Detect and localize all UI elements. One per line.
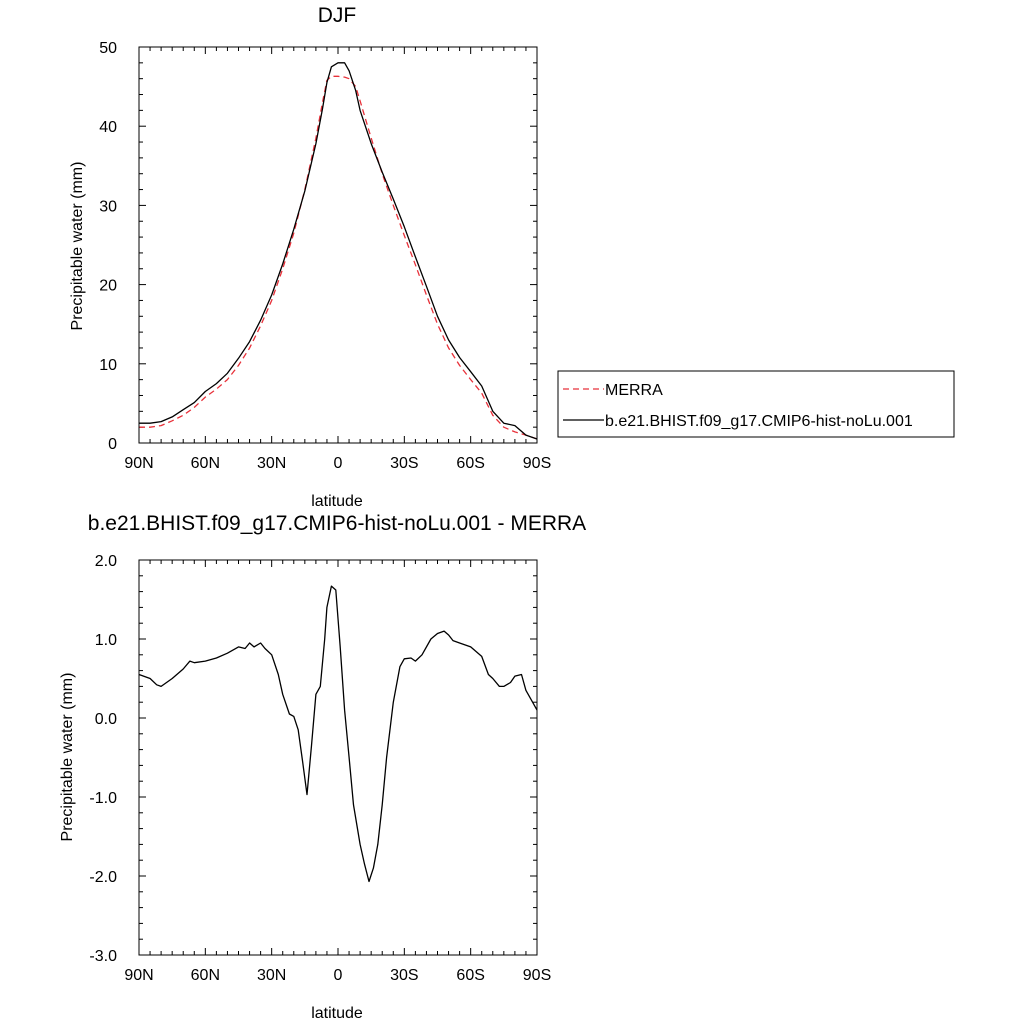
- top-chart-y-tick-label: 40: [99, 119, 117, 136]
- bottom-chart-series-line-0: [138, 585, 538, 883]
- top-chart-ticks: 90N 60N 30N 0 30S 60S 90S 0 10 20 30 40 50: [99, 40, 551, 472]
- bottom-chart-title: b.e21.BHIST.f09_g17.CMIP6-hist-noLu.001 …: [88, 512, 586, 535]
- bottom-chart-x-tick-label: 90S: [523, 967, 551, 984]
- top-chart-x-axis-label: latitude: [311, 493, 363, 510]
- top-chart-frame: [138, 46, 538, 444]
- bottom-chart-x-tick-label: 60N: [191, 967, 220, 984]
- top-chart-title: DJF: [318, 4, 357, 27]
- bottom-chart-y-tick-label: -3.0: [89, 948, 117, 965]
- bottom-chart-series: [138, 585, 538, 883]
- top-chart-x-tick-label: 0: [334, 455, 343, 472]
- top-chart-y-tick-label: 0: [108, 436, 117, 453]
- legend: MERRA b.e21.BHIST.f09_g17.CMIP6-hist-noL…: [557, 370, 955, 438]
- top-chart-y-tick-label: 10: [99, 357, 117, 374]
- top-chart-x-tick-label: 90N: [124, 455, 153, 472]
- bottom-chart-x-tick-label: 90N: [124, 967, 153, 984]
- bottom-chart-x-tick-label: 30S: [390, 967, 418, 984]
- top-chart-series-line-1: [139, 62, 538, 440]
- bottom-chart-y-tick-label: -1.0: [89, 790, 117, 807]
- top-chart-y-tick-label: 30: [99, 198, 117, 215]
- bottom-chart: b.e21.BHIST.f09_g17.CMIP6-hist-noLu.001 …: [59, 512, 586, 1022]
- bottom-chart-y-tick-label: 2.0: [95, 553, 117, 570]
- bottom-chart-x-tick-label: 60S: [456, 967, 484, 984]
- top-chart-series-line-0: [139, 75, 538, 440]
- bottom-chart-ticks: 90N 60N 30N 0 30S 60S 90S -3.0 -2.0 -1.0 0.0 1.0 2.0: [89, 553, 551, 984]
- top-chart-x-tick-label: 60N: [191, 455, 220, 472]
- top-chart-y-tick-label: 20: [99, 278, 117, 295]
- bottom-chart-x-tick-label: 30N: [257, 967, 286, 984]
- top-chart-x-tick-label: 30N: [257, 455, 286, 472]
- bottom-chart-y-tick-label: 1.0: [95, 632, 117, 649]
- legend-box: [557, 370, 955, 438]
- bottom-chart-y-axis-label: Precipitable water (mm): [59, 673, 76, 842]
- bottom-chart-x-axis-label: latitude: [311, 1005, 363, 1022]
- top-chart-series: [139, 62, 538, 440]
- legend-label-model: b.e21.BHIST.f09_g17.CMIP6-hist-noLu.001: [605, 413, 913, 430]
- top-chart-x-tick-label: 60S: [456, 455, 484, 472]
- top-chart-y-axis-label: Precipitable water (mm): [69, 162, 86, 331]
- legend-label-merra: MERRA: [605, 382, 663, 399]
- bottom-chart-x-tick-label: 0: [334, 967, 343, 984]
- top-chart-x-tick-label: 90S: [523, 455, 551, 472]
- bottom-chart-y-tick-label: 0.0: [95, 711, 117, 728]
- bottom-chart-frame: [138, 559, 538, 956]
- top-chart-x-tick-label: 30S: [390, 455, 418, 472]
- top-chart: DJF Precipitable water (mm) latitude 90N…: [69, 4, 551, 510]
- top-chart-y-tick-label: 50: [99, 40, 117, 57]
- bottom-chart-y-tick-label: -2.0: [89, 869, 117, 886]
